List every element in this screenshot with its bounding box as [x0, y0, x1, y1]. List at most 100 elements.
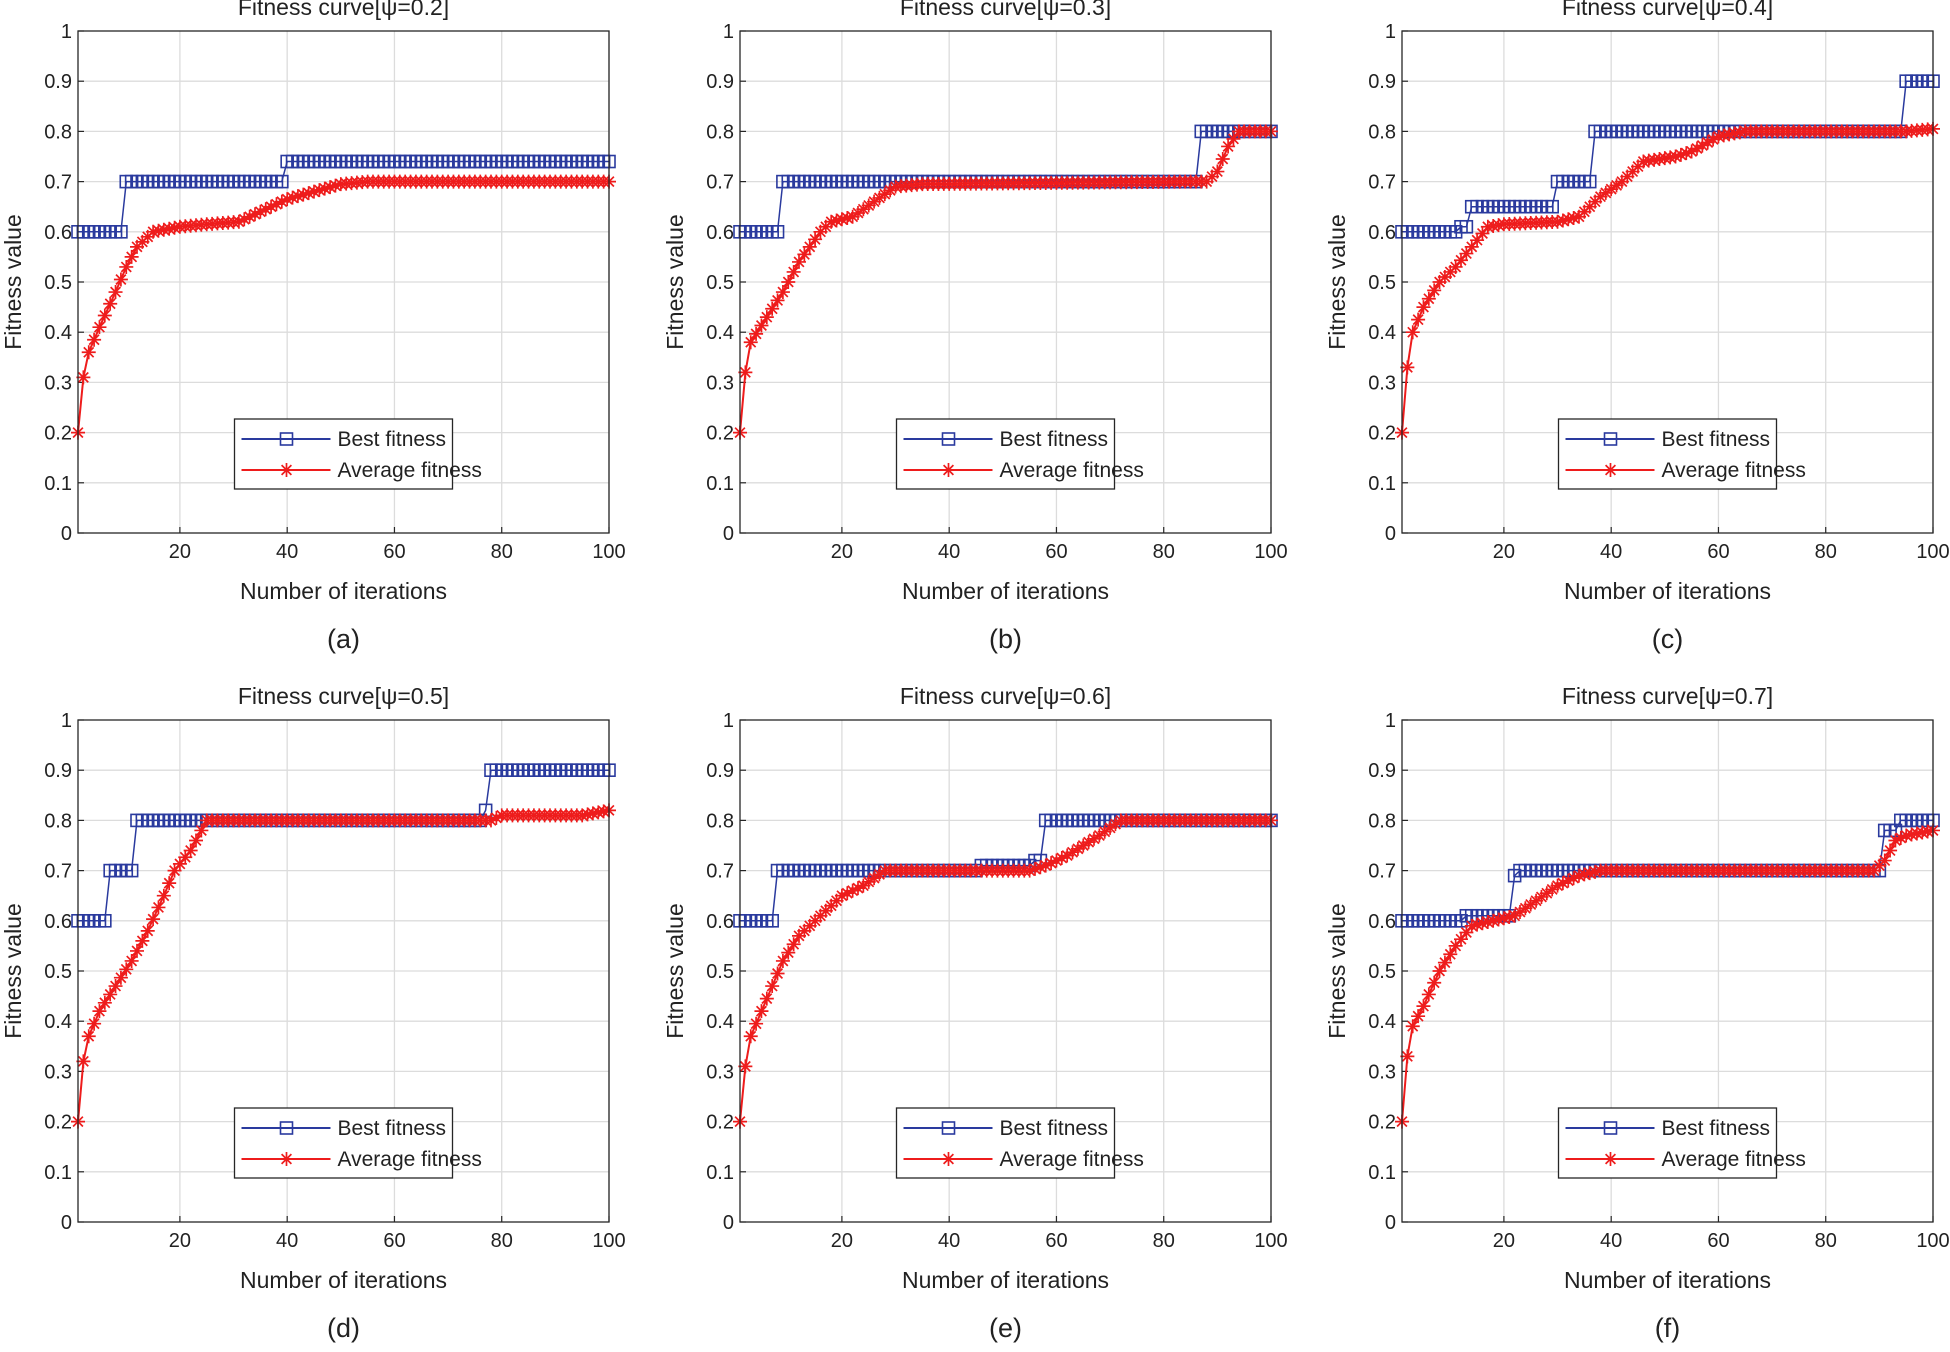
average-fitness-marker — [1464, 918, 1479, 933]
average-fitness-marker — [1400, 1049, 1415, 1064]
x-tick-label: 40 — [276, 1230, 298, 1252]
average-fitness-marker — [92, 320, 107, 335]
average-fitness-marker — [834, 212, 849, 227]
x-axis-label: Number of iterations — [240, 578, 447, 604]
y-tick-label: 0.4 — [706, 1011, 734, 1033]
average-fitness-marker — [786, 264, 801, 279]
y-tick-label: 0.8 — [1368, 810, 1396, 832]
average-fitness-marker — [162, 221, 177, 236]
average-fitness-marker — [1076, 838, 1091, 853]
average-fitness-marker — [1561, 873, 1576, 888]
average-fitness-marker — [1588, 194, 1603, 209]
axes-frame — [739, 30, 1272, 534]
chart-panel-4: Fitness curve[ψ=0.6] 20 40 60 80 100 0 0.1 0.2 0.… — [662, 683, 1288, 1343]
average-fitness-marker — [1555, 876, 1570, 891]
average-fitness-marker — [290, 189, 305, 204]
average-fitness-marker — [759, 310, 774, 325]
average-fitness-marker — [1588, 864, 1603, 879]
average-fitness-marker — [1561, 212, 1576, 227]
panel-letter: (f) — [1655, 1313, 1680, 1343]
average-fitness-marker — [813, 224, 828, 239]
average-fitness-marker — [119, 259, 134, 274]
average-fitness-marker — [167, 863, 182, 878]
average-fitness-marker — [1215, 152, 1230, 167]
average-fitness-marker — [765, 301, 780, 316]
average-fitness-marker — [1883, 843, 1898, 858]
x-tick-label: 80 — [491, 1230, 513, 1252]
series-average-fitness — [733, 813, 1278, 1129]
average-fitness-marker — [1582, 866, 1597, 881]
average-fitness-marker — [156, 888, 171, 903]
panel-letter: (d) — [327, 1313, 360, 1343]
average-fitness-marker — [1054, 851, 1069, 866]
x-tick-label: 40 — [938, 541, 960, 563]
y-tick-label: 0.2 — [706, 423, 734, 445]
y-tick-label: 1 — [1385, 21, 1396, 43]
average-fitness-marker — [1081, 835, 1096, 850]
y-tick-label: 0.9 — [44, 71, 72, 93]
best-fitness-marker — [98, 913, 112, 928]
average-fitness-marker — [1507, 908, 1522, 923]
average-fitness-marker — [1614, 174, 1629, 189]
average-fitness-marker — [242, 209, 257, 224]
average-fitness-marker — [856, 202, 871, 217]
y-tick-label: 0.9 — [706, 71, 734, 93]
average-fitness-marker — [113, 970, 128, 985]
average-fitness-marker — [872, 190, 887, 205]
average-fitness-marker — [808, 913, 823, 928]
x-tick-label: 100 — [592, 541, 625, 563]
legend-asterisk-marker — [941, 1152, 956, 1166]
average-fitness-marker — [1087, 831, 1101, 846]
average-fitness-marker — [92, 1004, 107, 1019]
legend-box — [233, 1107, 454, 1179]
average-fitness-marker — [824, 214, 839, 229]
y-tick-label: 0 — [61, 1212, 72, 1234]
chart-title: Fitness curve[ψ=0.5] — [238, 683, 449, 709]
average-fitness-marker — [1534, 889, 1549, 904]
y-tick-label: 0.6 — [44, 222, 72, 244]
y-axis-label: Fitness value — [1324, 903, 1350, 1039]
legend-label: Best fitness — [1662, 1117, 1771, 1140]
average-fitness-marker — [1421, 987, 1436, 1002]
y-tick-label: 0 — [61, 523, 72, 545]
average-fitness-marker — [1480, 915, 1495, 930]
average-fitness-marker — [489, 810, 504, 825]
y-tick-label: 1 — [1385, 710, 1396, 732]
y-tick-label: 1 — [723, 710, 734, 732]
average-fitness-marker — [87, 1016, 102, 1031]
y-tick-label: 0.6 — [1368, 911, 1396, 933]
panel-letter: (c) — [1652, 624, 1683, 654]
average-fitness-marker — [1205, 169, 1219, 184]
average-fitness-marker — [264, 199, 279, 214]
x-axis-label: Number of iterations — [1564, 578, 1771, 604]
average-fitness-marker — [124, 953, 139, 968]
y-tick-label: 0.2 — [706, 1112, 734, 1134]
y-axis-label: Fitness value — [662, 214, 688, 350]
average-fitness-marker — [1459, 246, 1474, 261]
average-fitness-marker — [1679, 146, 1694, 161]
average-fitness-marker — [1411, 1009, 1426, 1024]
best-fitness-marker — [770, 225, 785, 239]
y-tick-label: 0.7 — [706, 861, 734, 883]
average-fitness-marker — [770, 966, 785, 981]
legend-box — [233, 418, 454, 490]
y-tick-label: 0.2 — [1368, 1112, 1396, 1134]
average-fitness-marker — [754, 318, 769, 333]
y-tick-label: 0.8 — [44, 121, 72, 143]
average-fitness-marker — [872, 867, 887, 882]
average-fitness-marker — [130, 943, 144, 958]
y-tick-label: 0.8 — [706, 810, 734, 832]
average-fitness-marker — [1598, 185, 1613, 200]
x-tick-label: 40 — [276, 541, 298, 563]
y-tick-label: 1 — [61, 21, 72, 43]
average-fitness-marker — [877, 187, 892, 202]
y-tick-label: 0.6 — [44, 911, 72, 933]
average-fitness-marker — [130, 239, 144, 254]
average-fitness-marker — [818, 903, 833, 918]
chart-title: Fitness curve[ψ=0.6] — [900, 683, 1111, 709]
average-fitness-marker — [108, 979, 123, 994]
y-tick-label: 0.6 — [1368, 222, 1396, 244]
legend-square-marker — [279, 432, 294, 446]
y-tick-label: 1 — [61, 710, 72, 732]
average-fitness-marker — [856, 878, 871, 893]
